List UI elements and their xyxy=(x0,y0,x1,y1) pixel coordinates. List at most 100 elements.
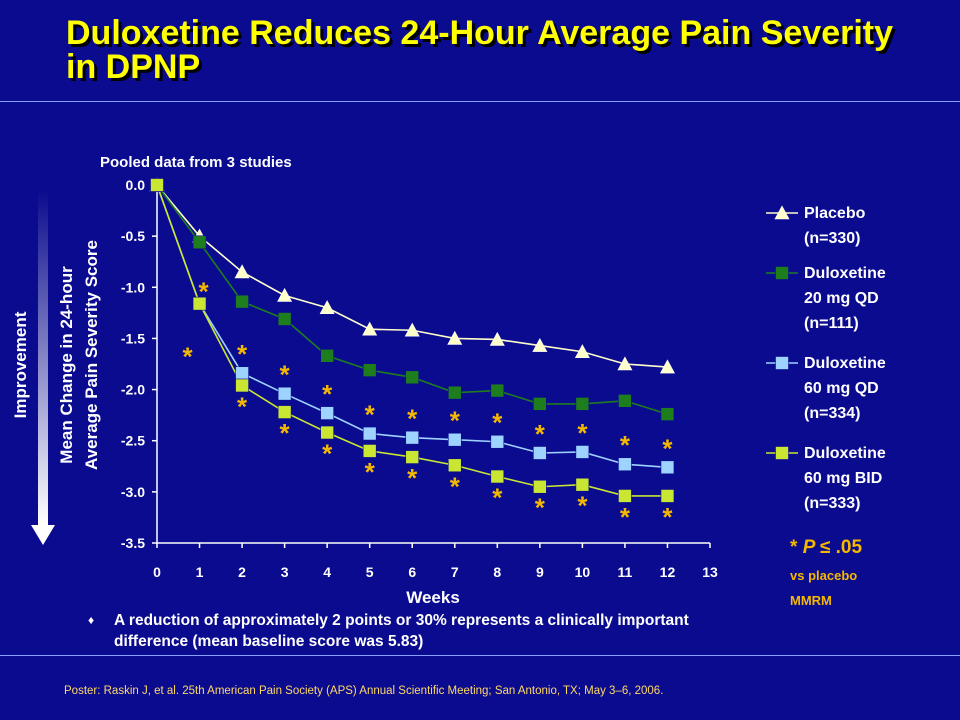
x-tick-label: 7 xyxy=(451,564,459,580)
data-point-placebo xyxy=(532,337,548,352)
data-point-duloxetine-20mg-qd xyxy=(660,407,675,421)
asterisk-dlx60bid-week-5: * xyxy=(365,457,376,487)
title-divider xyxy=(0,101,960,102)
asterisk-dlx60bid-week-8: * xyxy=(492,483,503,513)
data-point-duloxetine-60mg-bid xyxy=(235,378,249,393)
data-point-placebo xyxy=(574,344,590,359)
x-tick-label: 12 xyxy=(660,564,676,580)
x-tick-label: 10 xyxy=(575,564,591,580)
data-point-duloxetine-60mg-bid xyxy=(320,425,334,440)
data-point-placebo xyxy=(277,287,293,302)
y-tick-label: -2.5 xyxy=(121,433,145,449)
legend-label-duloxetine-60mg-qd: Duloxetine xyxy=(804,355,886,372)
data-point-placebo xyxy=(362,321,378,336)
legend-label-duloxetine-20mg-qd: Duloxetine xyxy=(804,265,886,282)
data-point-placebo xyxy=(617,356,633,371)
data-point-duloxetine-60mg-bid xyxy=(405,450,420,464)
asterisk-dlx60bid-week-6: * xyxy=(407,463,418,493)
data-point-duloxetine-60mg-bid xyxy=(533,479,547,494)
legend-label-duloxetine-60mg-bid: 60 mg BID xyxy=(804,470,882,487)
data-point-duloxetine-60mg-bid xyxy=(277,405,292,419)
significance-threshold: ≤ .05 xyxy=(820,537,863,558)
y-tick-label: -3.5 xyxy=(121,535,145,551)
data-point-duloxetine-20mg-qd xyxy=(192,235,207,250)
asterisk-dlx60bid-week-9: * xyxy=(535,493,546,523)
data-point-duloxetine-60mg-bid xyxy=(490,469,505,484)
data-point-placebo xyxy=(404,322,420,337)
data-point-duloxetine-60mg-bid xyxy=(575,477,590,492)
significance-method: MMRM xyxy=(790,593,832,608)
x-tick-label: 11 xyxy=(618,564,633,580)
data-point-duloxetine-60mg-bid xyxy=(362,444,377,458)
significance-vs-text: vs placebo xyxy=(790,568,857,583)
x-tick-label: 2 xyxy=(238,564,246,580)
data-point-duloxetine-20mg-qd xyxy=(575,397,590,411)
asterisk-dlx60bid-week-4: * xyxy=(322,439,333,469)
asterisk-dlx60qd-week-1: * xyxy=(198,276,209,306)
data-point-duloxetine-60mg-qd xyxy=(405,430,420,445)
data-point-placebo xyxy=(489,331,505,346)
data-point-placebo xyxy=(447,330,463,345)
data-point-duloxetine-20mg-qd xyxy=(447,385,462,400)
y-axis-title-line1: Mean Change in 24-hour xyxy=(57,266,76,464)
data-point-duloxetine-60mg-qd xyxy=(660,460,675,475)
asterisk-dlx60qd-week-2: * xyxy=(237,339,248,369)
asterisk-dlx60qd-week-11: * xyxy=(620,430,631,460)
series-line-duloxetine-60mg-bid xyxy=(156,184,668,497)
footer-divider xyxy=(0,655,960,656)
asterisk-dlx60bid-week-10: * xyxy=(577,491,588,521)
improvement-arrow-head xyxy=(31,525,55,545)
data-point-placebo xyxy=(659,359,675,374)
diamond-bullet-icon: ♦ xyxy=(88,613,95,627)
y-tick-label: -3.0 xyxy=(121,484,145,500)
x-tick-label: 9 xyxy=(536,564,544,580)
data-point-duloxetine-60mg-qd xyxy=(533,446,547,460)
data-point-duloxetine-60mg-qd xyxy=(618,457,632,472)
data-point-duloxetine-20mg-qd xyxy=(235,294,249,309)
y-tick-label: -0.5 xyxy=(121,228,145,244)
legend-label-duloxetine-60mg-qd: 60 mg QD xyxy=(804,380,879,397)
data-point-duloxetine-20mg-qd xyxy=(320,349,334,363)
data-point-placebo xyxy=(234,264,250,279)
improvement-arrow-shaft xyxy=(38,190,48,525)
data-point-duloxetine-20mg-qd xyxy=(362,363,377,377)
asterisk-dlx60bid-week-3: * xyxy=(280,418,291,448)
x-tick-label: 0 xyxy=(153,564,161,580)
improvement-label: Improvement xyxy=(11,311,30,418)
x-tick-label: 1 xyxy=(196,564,204,580)
data-point-duloxetine-60mg-qd xyxy=(320,406,334,420)
x-tick-label: 4 xyxy=(323,564,331,580)
asterisk-dlx60qd-week-12: * xyxy=(662,433,673,463)
asterisk-dlx60qd-week-8: * xyxy=(492,408,503,438)
asterisk-dlx60qd-week-9: * xyxy=(535,419,546,449)
asterisk-dlx60bid-week-12: * xyxy=(662,502,673,532)
asterisk-dlx60qd-week-4: * xyxy=(322,379,333,409)
asterisk-dlx60qd-week-6: * xyxy=(407,404,418,434)
data-point-duloxetine-60mg-qd xyxy=(362,426,377,441)
x-tick-label: 8 xyxy=(493,564,501,580)
y-tick-label: -1.0 xyxy=(121,279,145,295)
x-tick-label: 6 xyxy=(408,564,416,580)
x-tick-label: 13 xyxy=(702,564,718,580)
asterisk-dlx60qd-week-5: * xyxy=(365,400,376,430)
data-point-duloxetine-60mg-bid xyxy=(447,458,462,473)
chart-subtitle: Pooled data from 3 studies xyxy=(100,154,292,171)
data-point-duloxetine-20mg-qd xyxy=(618,394,632,408)
y-tick-label: -1.5 xyxy=(121,330,145,346)
y-tick-label: 0.0 xyxy=(126,177,146,193)
legend-label-duloxetine-20mg-qd: (n=111) xyxy=(804,315,859,332)
asterisk-dlx60bid-week-2: * xyxy=(237,391,248,421)
asterisk-dlx60qd-week-10: * xyxy=(577,418,588,448)
footnote-text: A reduction of approximately 2 points or… xyxy=(114,612,689,650)
legend-marker-duloxetine-60mg-qd xyxy=(775,356,789,370)
legend-label-duloxetine-20mg-qd: 20 mg QD xyxy=(804,290,879,307)
page-title: Duloxetine Reduces 24-Hour Average Pain … xyxy=(66,14,894,86)
data-point-duloxetine-60mg-qd xyxy=(490,434,505,449)
data-point-duloxetine-60mg-bid xyxy=(150,178,164,192)
citation: Poster: Raskin J, et al. 25th American P… xyxy=(64,685,664,697)
data-point-duloxetine-60mg-qd xyxy=(447,432,462,447)
legend-label-duloxetine-60mg-bid: Duloxetine xyxy=(804,445,886,462)
data-point-duloxetine-60mg-bid xyxy=(192,296,207,311)
significance-symbol: * xyxy=(790,537,803,558)
